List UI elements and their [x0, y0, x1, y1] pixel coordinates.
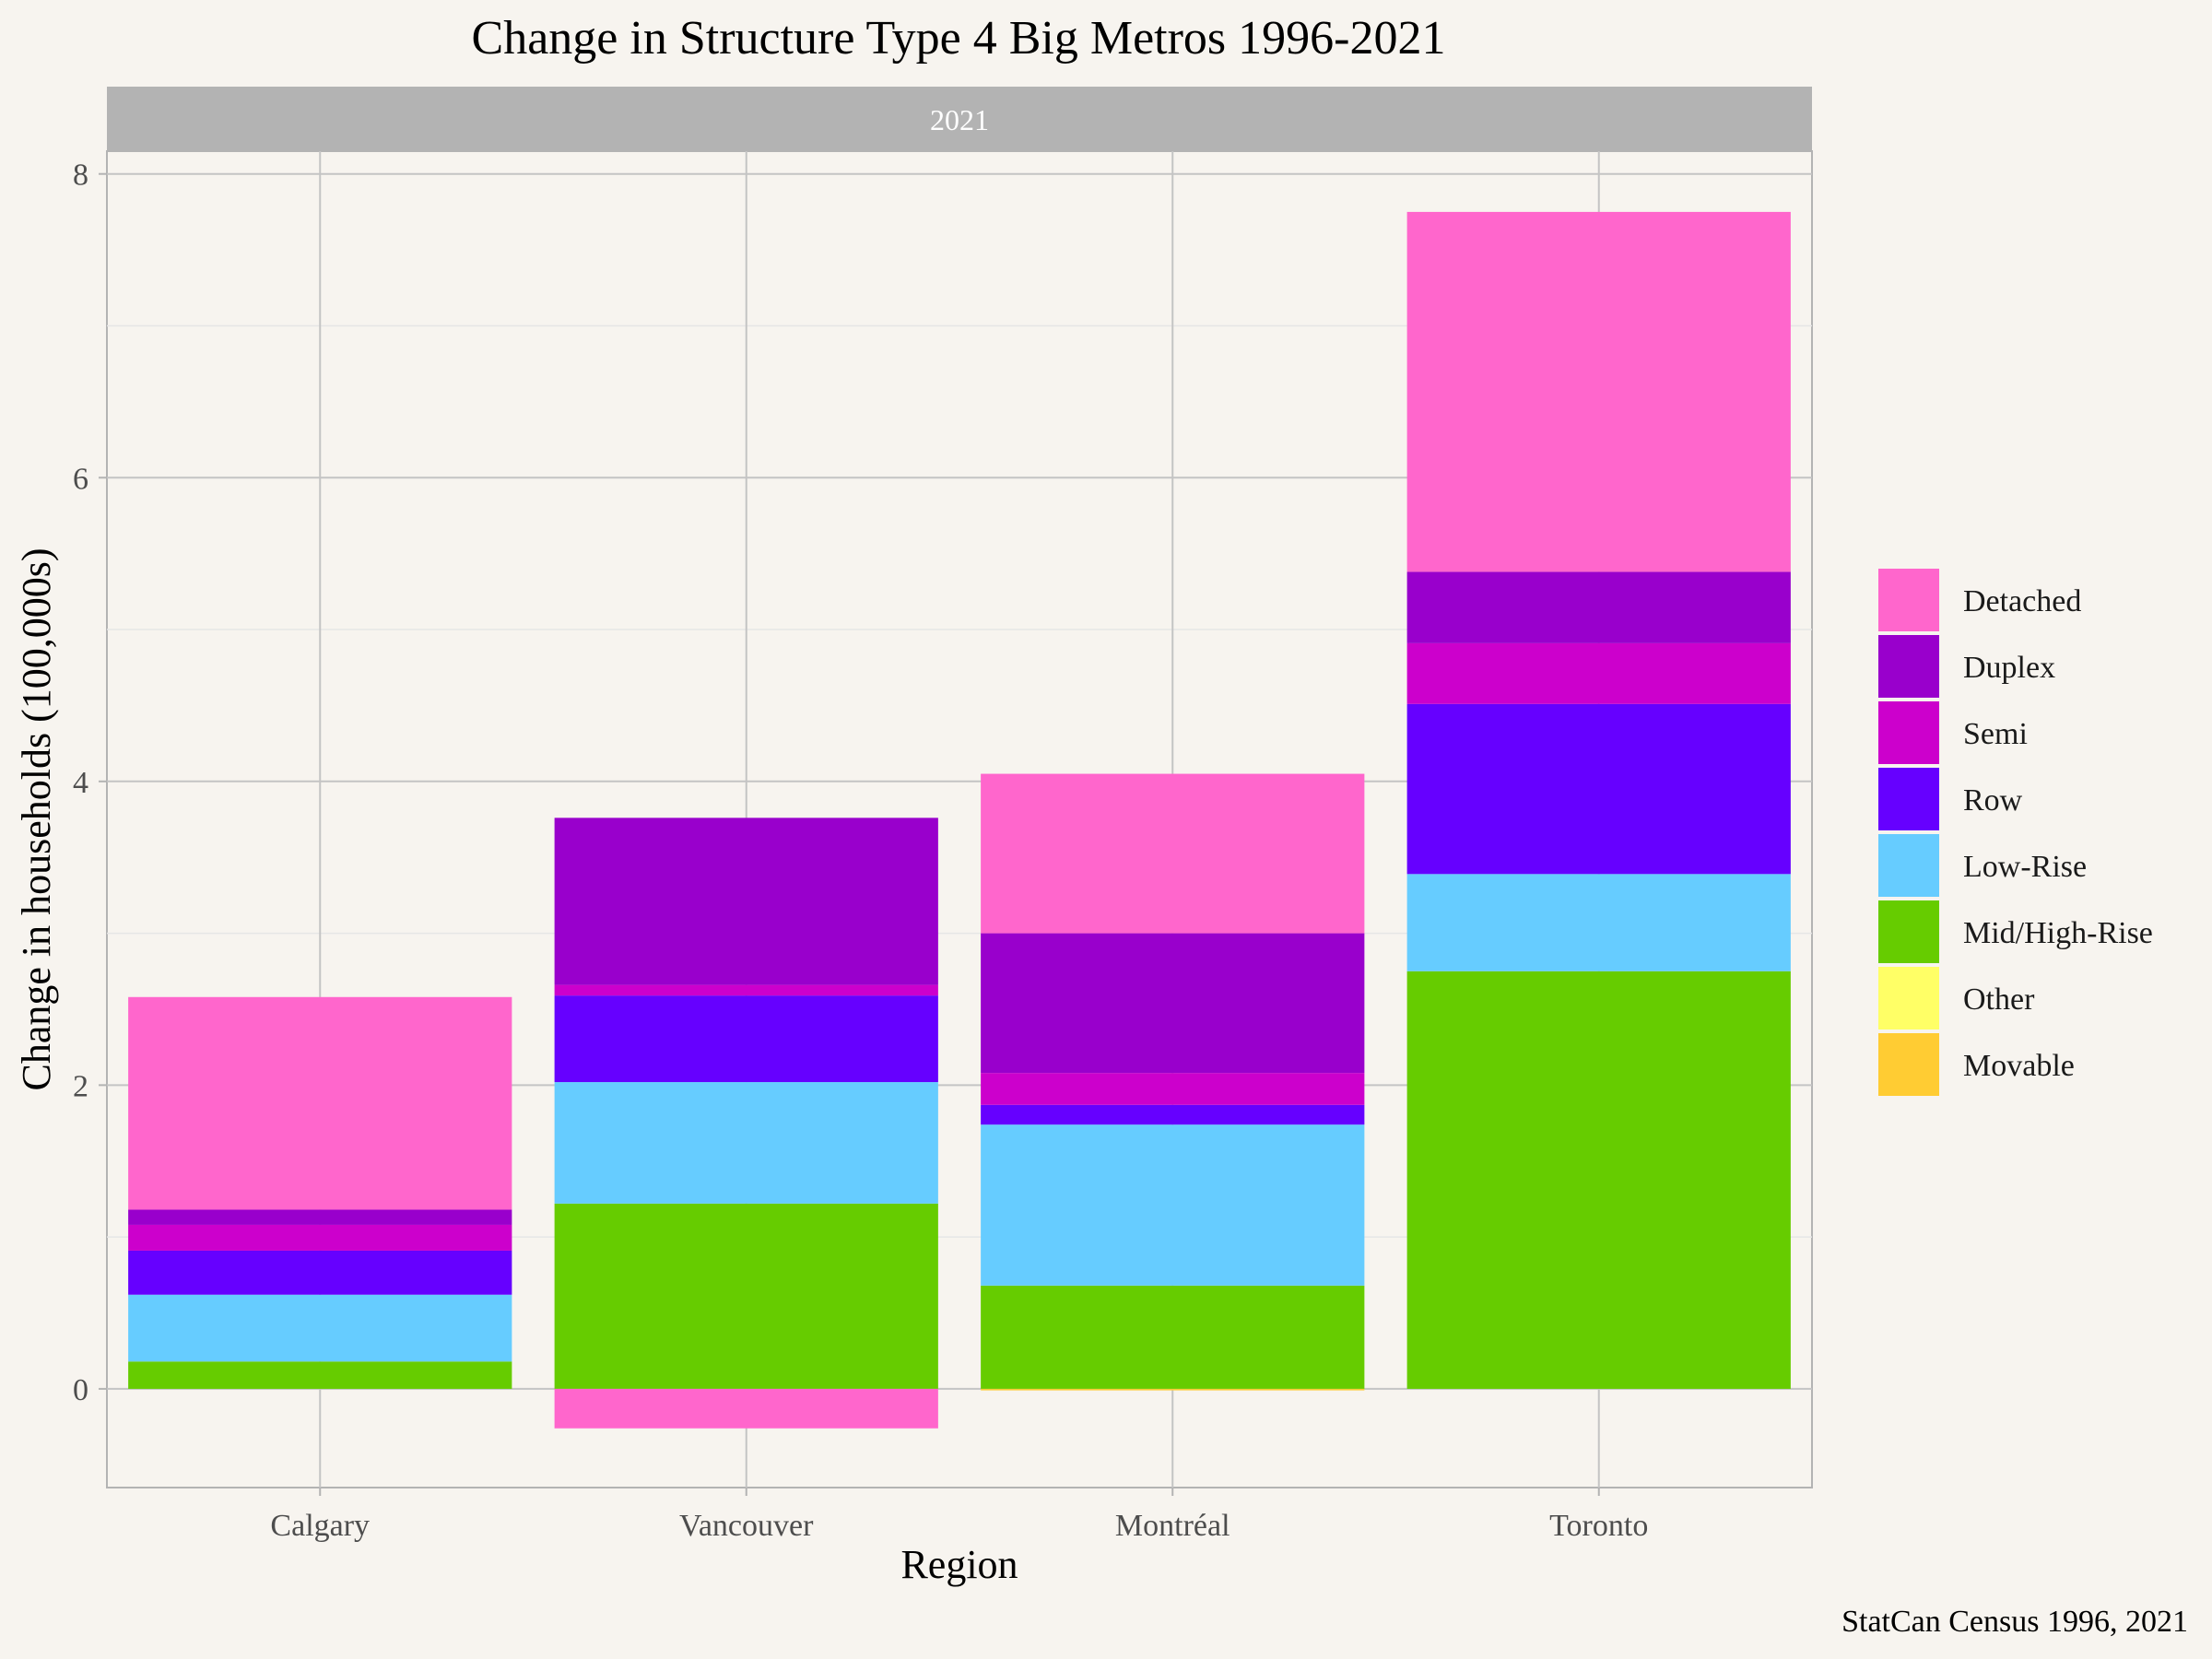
x-tick-label: Calgary [270, 1509, 370, 1543]
bar-segment-duplex-calgary [128, 1209, 512, 1225]
bar-segment-duplex-toronto [1406, 571, 1791, 643]
bar-segment-semi-montréal [981, 1073, 1365, 1105]
y-tick-label: 0 [73, 1373, 88, 1407]
y-tick-label: 4 [73, 766, 88, 800]
bar-segment-mid-high-rise-toronto [1406, 971, 1791, 1389]
y-tick-label: 8 [73, 159, 88, 193]
bar-segment-semi-toronto [1406, 642, 1791, 704]
legend-label: Other [1963, 982, 2035, 1017]
chart-title: Change in Structure Type 4 Big Metros 19… [472, 12, 1446, 65]
bar-segment-detached-calgary [128, 996, 512, 1210]
legend-label: Mid/High-Rise [1963, 916, 2153, 950]
legend-key-mid-high-rise [1878, 900, 1939, 963]
legend-label: Duplex [1963, 651, 2055, 685]
bar-segment-row-vancouver [554, 995, 938, 1083]
legend-key-other [1878, 967, 1939, 1030]
y-tick-label: 2 [73, 1069, 88, 1103]
bar-segment-row-montréal [981, 1104, 1365, 1125]
legend-label: Row [1963, 783, 2023, 818]
bar-segment-detached-toronto [1406, 211, 1791, 572]
legend-key-movable [1878, 1033, 1939, 1096]
bar-segment-duplex-montréal [981, 933, 1365, 1074]
legend-label: Low-Rise [1963, 850, 2087, 884]
legend-key-detached [1878, 569, 1939, 631]
y-axis-title: Change in households (100,000s) [14, 547, 59, 1090]
bar-segment-duplex-vancouver [554, 818, 938, 985]
bar-segment-low-rise-montréal [981, 1124, 1365, 1286]
bar-segment-row-calgary [128, 1250, 512, 1295]
bar-segment-low-rise-calgary [128, 1294, 512, 1362]
legend-key-row [1878, 768, 1939, 830]
bar-segment-detached-montréal [981, 773, 1365, 934]
legend-label: Detached [1963, 584, 2081, 618]
bar-segment-low-rise-vancouver [554, 1082, 938, 1204]
bar-segment-movable-montréal [981, 1388, 1365, 1391]
legend-key-semi [1878, 701, 1939, 764]
legend-key-duplex [1878, 635, 1939, 698]
caption: StatCan Census 1996, 2021 [1841, 1605, 2188, 1639]
bar-segment-mid-high-rise-montréal [981, 1285, 1365, 1389]
bar-segment-semi-calgary [128, 1224, 512, 1251]
bar-segment-low-rise-toronto [1406, 874, 1791, 971]
legend-label: Semi [1963, 717, 2028, 751]
bar-segment-row-toronto [1406, 703, 1791, 875]
y-tick-label: 6 [73, 462, 88, 496]
x-tick-label: Vancouver [679, 1509, 814, 1543]
facet-label: 2021 [930, 103, 989, 136]
bar-segment-mid-high-rise-calgary [128, 1361, 512, 1389]
facet-strip [107, 87, 1812, 151]
bar-segment-detached-vancouver [554, 1388, 938, 1429]
x-tick-label: Montréal [1115, 1509, 1230, 1543]
bar-segment-mid-high-rise-vancouver [554, 1203, 938, 1389]
bars-layer [128, 211, 1791, 1429]
legend: Detached Duplex Semi Row Low-Rise Mid/High-Ri… [1878, 569, 2153, 1096]
legend-label: Movable [1963, 1049, 2075, 1083]
bar-segment-semi-vancouver [554, 984, 938, 996]
x-tick-label: Toronto [1549, 1509, 1648, 1543]
y-axis: 0 2 4 6 8 [73, 159, 107, 1407]
legend-key-low-rise [1878, 834, 1939, 897]
x-axis-title: Region [900, 1542, 1018, 1587]
x-axis: Calgary Vancouver Montréal Toronto [270, 1488, 1648, 1543]
